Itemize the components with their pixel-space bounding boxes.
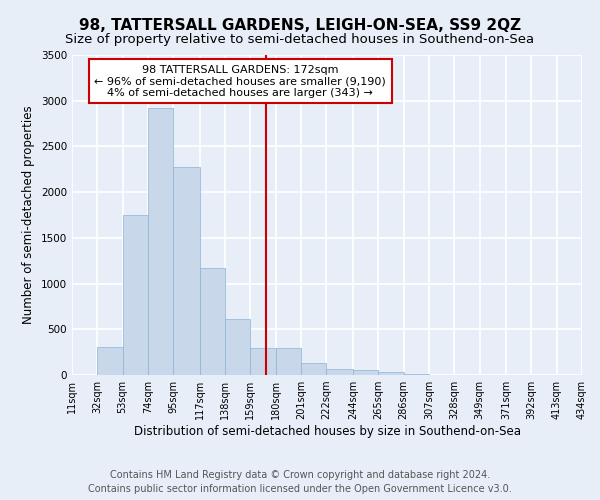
Bar <box>200 268 225 375</box>
X-axis label: Distribution of semi-detached houses by size in Southend-on-Sea: Distribution of semi-detached houses by … <box>133 425 521 438</box>
Y-axis label: Number of semi-detached properties: Number of semi-detached properties <box>22 106 35 324</box>
Bar <box>326 368 353 375</box>
Bar <box>301 362 326 375</box>
Text: 98 TATTERSALL GARDENS: 172sqm
← 96% of semi-detached houses are smaller (9,190)
: 98 TATTERSALL GARDENS: 172sqm ← 96% of s… <box>94 64 386 98</box>
Bar <box>225 319 250 375</box>
Bar <box>97 346 122 375</box>
Text: Contains HM Land Registry data © Crown copyright and database right 2024.
Contai: Contains HM Land Registry data © Crown c… <box>88 470 512 494</box>
Bar <box>353 370 378 375</box>
Text: Size of property relative to semi-detached houses in Southend-on-Sea: Size of property relative to semi-detach… <box>65 32 535 46</box>
Bar <box>276 348 301 375</box>
Text: 98, TATTERSALL GARDENS, LEIGH-ON-SEA, SS9 2QZ: 98, TATTERSALL GARDENS, LEIGH-ON-SEA, SS… <box>79 18 521 32</box>
Bar <box>173 166 200 375</box>
Bar <box>378 372 404 375</box>
Bar <box>404 374 429 375</box>
Bar <box>122 215 148 375</box>
Bar <box>250 348 276 375</box>
Bar <box>148 108 173 375</box>
